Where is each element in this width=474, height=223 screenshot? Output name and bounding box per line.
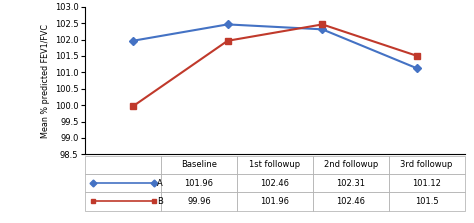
Text: A: A <box>157 179 163 188</box>
A <box>414 67 420 70</box>
B <box>414 55 420 57</box>
A <box>319 28 325 31</box>
Line: B: B <box>129 21 420 109</box>
Y-axis label: Mean % predicted FEV1/FVC: Mean % predicted FEV1/FVC <box>41 23 50 138</box>
B <box>319 23 325 26</box>
Text: B: B <box>157 197 163 206</box>
A <box>130 39 136 42</box>
B <box>225 39 230 42</box>
A <box>225 23 230 26</box>
Line: A: A <box>129 21 420 72</box>
B <box>130 105 136 108</box>
